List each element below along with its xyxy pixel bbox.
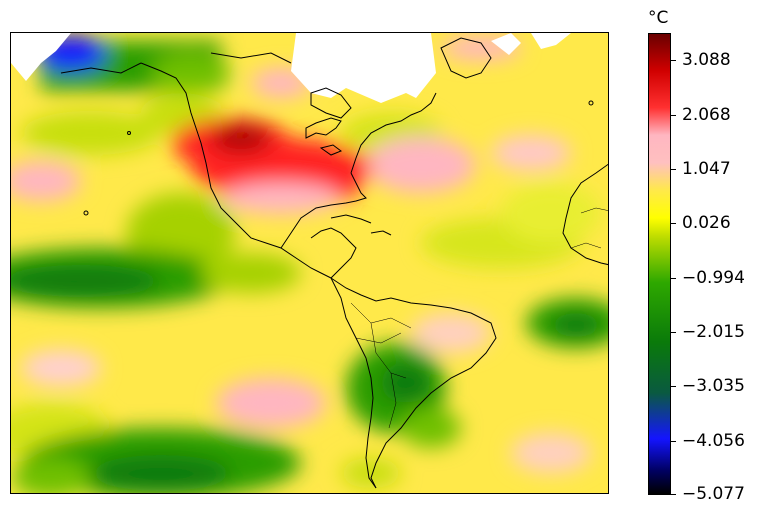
map-panel	[10, 32, 609, 494]
colorbar-tick-label: −4.056	[682, 430, 745, 451]
colorbar-unit-label: °C	[648, 8, 669, 28]
colorbar-tick-label: −2.015	[682, 321, 745, 342]
colorbar-tick-label: 1.047	[682, 158, 731, 179]
colorbar-tick-label: −3.035	[682, 376, 745, 397]
colorbar-tick-mark	[671, 168, 676, 170]
coastlines	[60, 37, 608, 489]
colorbar-tick-mark	[671, 277, 676, 279]
colorbar	[648, 33, 671, 495]
colorbar-tick-mark	[671, 60, 676, 62]
colorbar-tick-label: −5.077	[682, 484, 745, 504]
colorbar-tick-label: 0.026	[682, 213, 731, 234]
colorbar-tick-label: 2.068	[682, 104, 731, 125]
colorbar-tick-mark	[671, 223, 676, 225]
colorbar-tick-mark	[671, 331, 676, 333]
masked-area	[11, 33, 571, 103]
colorbar-tick-mark	[671, 494, 676, 495]
anomaly-field	[11, 35, 608, 493]
colorbar-tick-mark	[671, 386, 676, 388]
colorbar-tick-label: 3.088	[682, 50, 731, 71]
colorbar-tick-mark	[671, 440, 676, 442]
colorbar-tick-label: −0.994	[682, 267, 745, 288]
colorbar-gradient	[649, 34, 670, 494]
colorbar-tick-mark	[671, 114, 676, 116]
temperature-anomaly-map	[11, 33, 608, 493]
